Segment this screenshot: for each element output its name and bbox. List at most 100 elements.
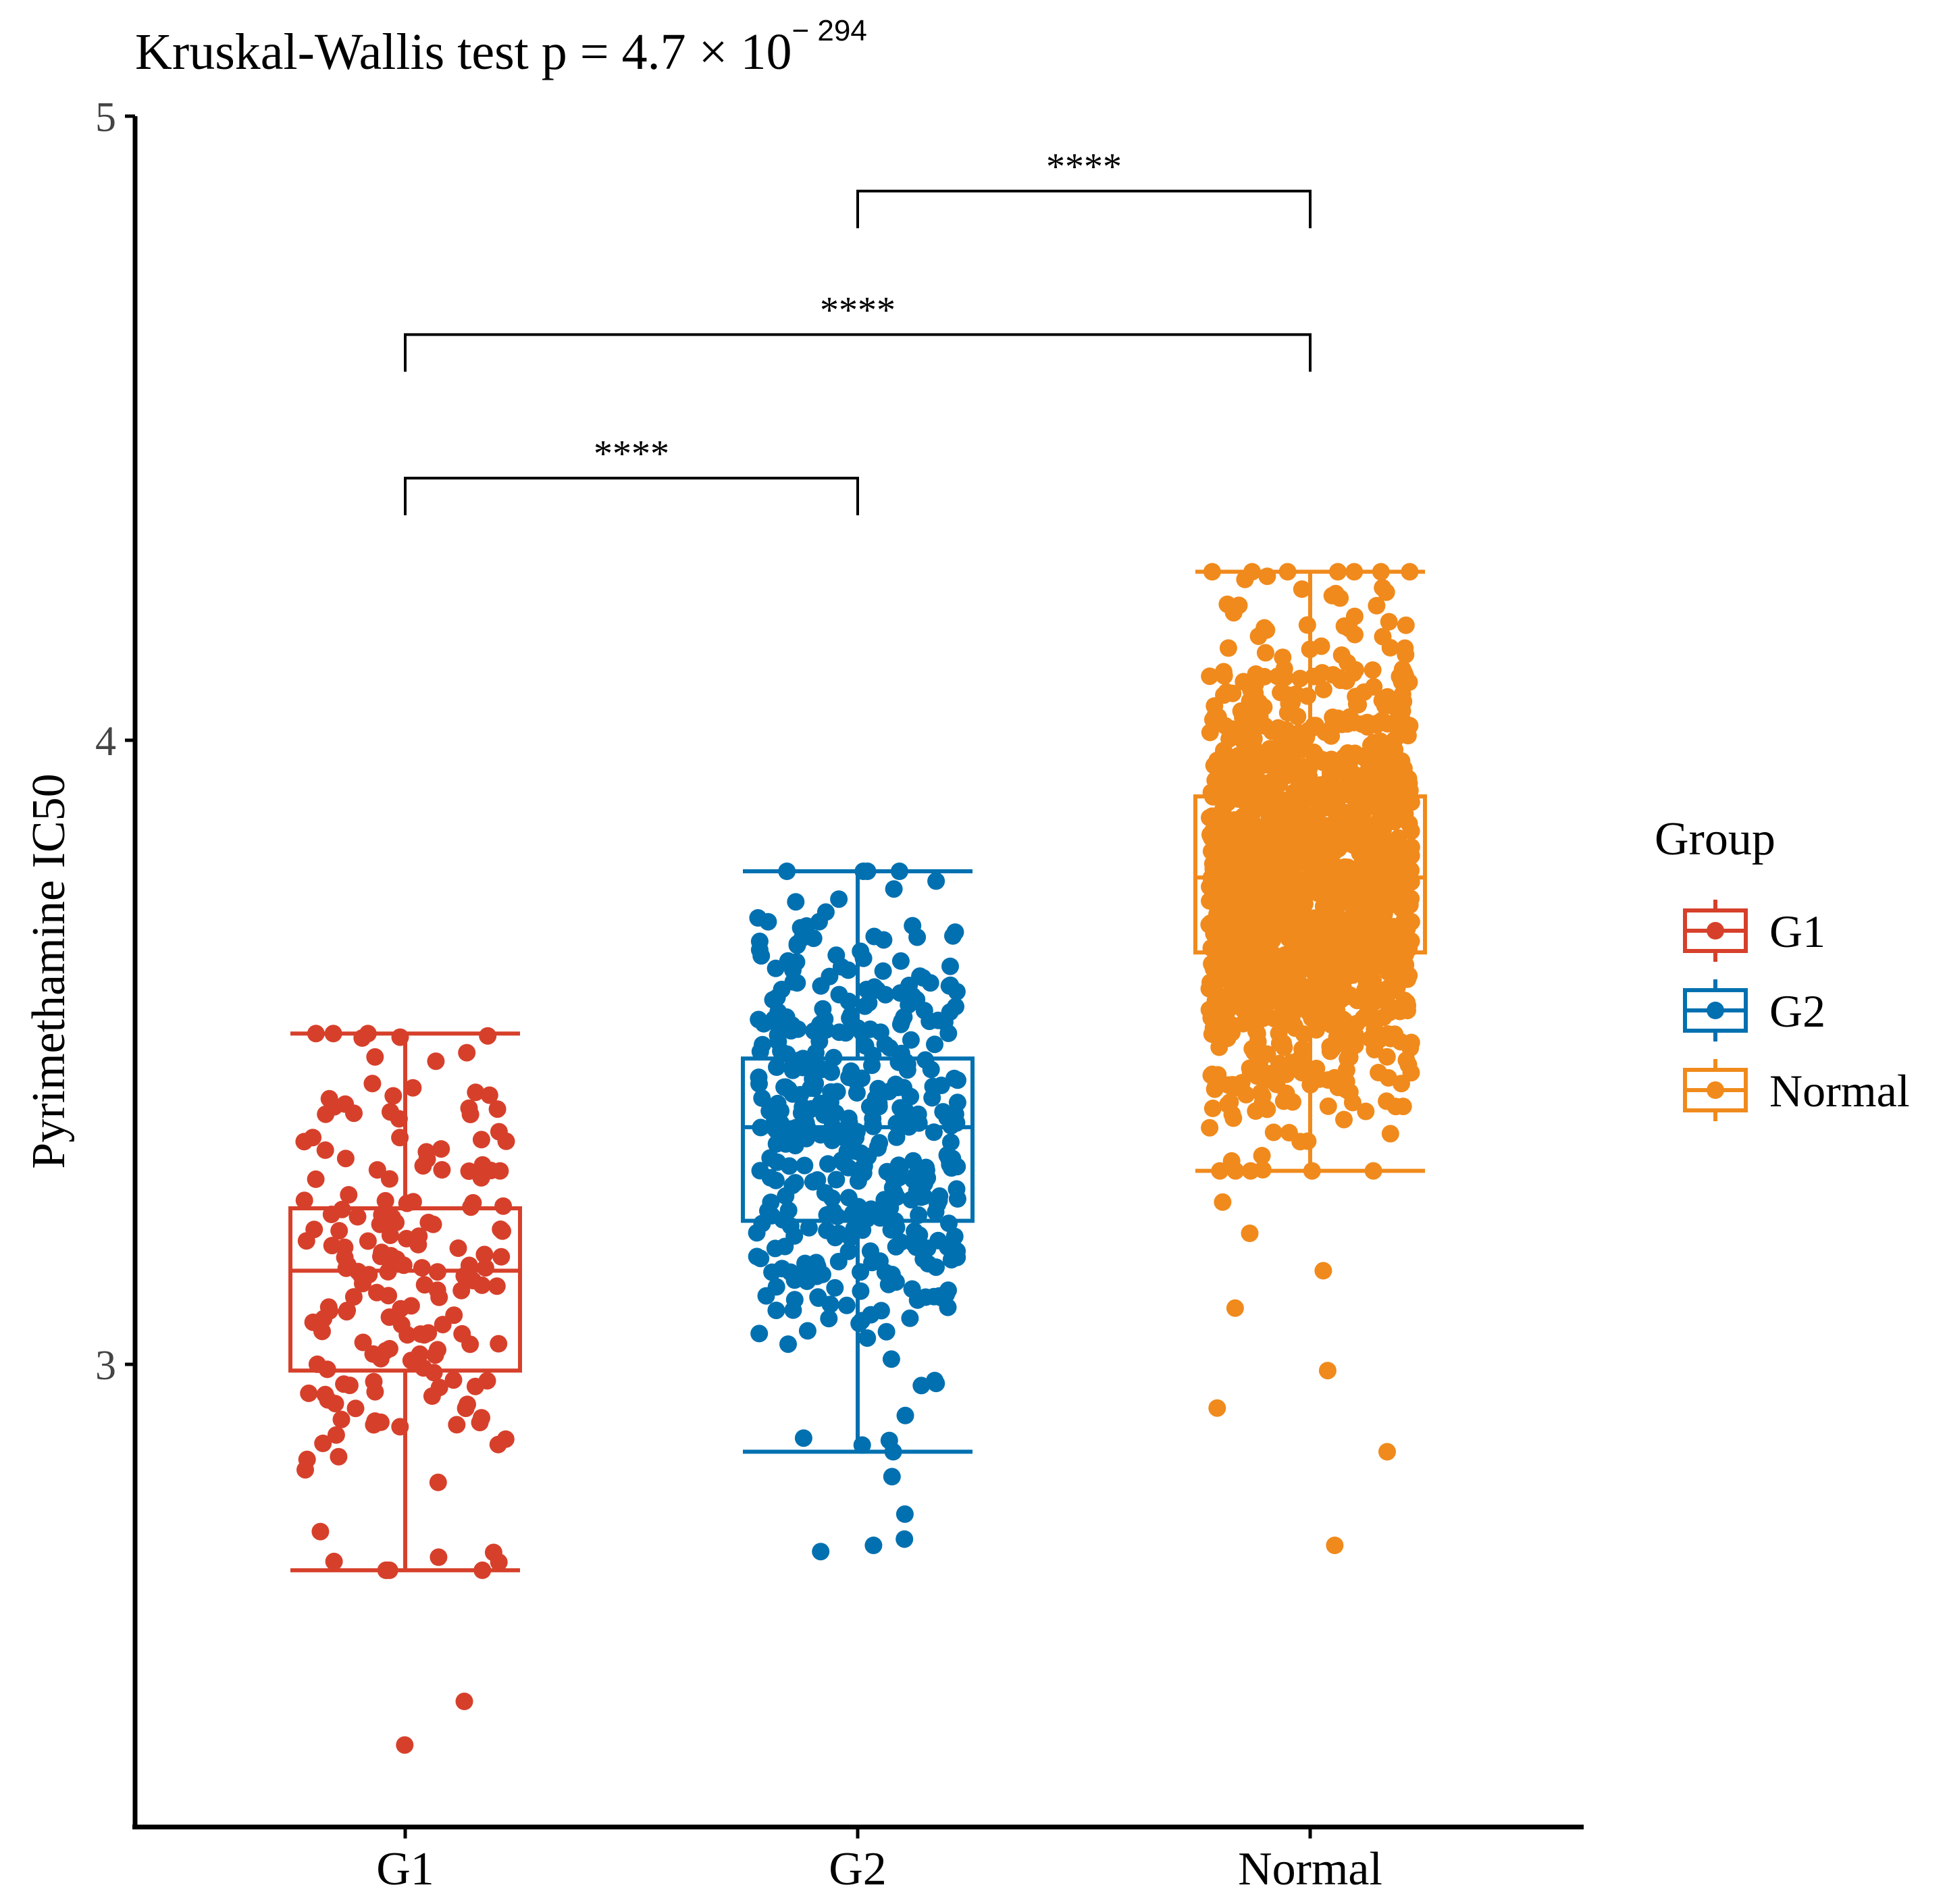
legend-entries: G1 G2 Normal — [1683, 900, 1910, 1121]
data-point — [1395, 910, 1414, 929]
chart-title-exponent: − 294 — [792, 14, 867, 47]
data-point — [816, 1184, 834, 1202]
data-point — [941, 957, 959, 975]
data-point — [1386, 695, 1404, 713]
data-point — [319, 1298, 338, 1316]
data-point — [948, 1093, 966, 1112]
data-point — [1400, 775, 1418, 792]
data-point — [889, 1053, 908, 1071]
data-point — [305, 1220, 323, 1239]
box-normal — [1193, 569, 1427, 1173]
significance-label: **** — [1046, 146, 1122, 188]
data-point — [779, 1335, 797, 1354]
data-point — [846, 1142, 864, 1160]
data-point — [1388, 795, 1405, 813]
data-point — [1293, 580, 1311, 598]
data-point — [1266, 988, 1284, 1006]
data-point — [1261, 740, 1279, 758]
data-point — [1322, 727, 1341, 745]
data-point — [1226, 985, 1245, 1003]
data-point — [883, 1179, 902, 1197]
outlier-point — [1318, 1362, 1337, 1380]
data-point — [858, 981, 876, 998]
data-point — [1255, 619, 1274, 637]
data-point — [1359, 992, 1377, 1010]
data-point — [392, 1316, 411, 1334]
data-point — [865, 927, 883, 946]
data-point — [1366, 1041, 1384, 1058]
data-point — [377, 1341, 395, 1360]
data-point — [1204, 711, 1222, 729]
data-point — [326, 1395, 344, 1413]
data-point — [788, 974, 806, 992]
data-point — [1209, 908, 1227, 927]
data-point — [1335, 1110, 1353, 1129]
data-point — [366, 1412, 384, 1430]
bracket-line — [404, 333, 1312, 372]
data-point — [939, 1298, 957, 1316]
data-point — [794, 1058, 812, 1077]
data-point — [458, 1044, 476, 1062]
data-point — [1381, 1125, 1399, 1143]
data-point — [490, 1335, 508, 1353]
data-point — [816, 903, 835, 921]
data-point — [903, 1280, 921, 1298]
bracket-line — [404, 476, 859, 515]
data-point — [1314, 680, 1332, 698]
x-tick-label-g1: G1 — [376, 1843, 434, 1895]
data-point — [409, 1235, 427, 1254]
data-point — [295, 1133, 313, 1151]
data-point — [414, 1157, 432, 1175]
data-point — [424, 1215, 442, 1233]
data-point — [1269, 916, 1287, 933]
data-point — [901, 1309, 919, 1327]
data-point — [445, 1306, 463, 1324]
data-point — [1364, 829, 1382, 848]
significance-label: **** — [820, 289, 896, 331]
data-point — [1389, 727, 1407, 746]
data-point — [330, 1447, 348, 1466]
data-point — [433, 1161, 451, 1179]
data-point — [1337, 1061, 1355, 1079]
data-point — [929, 1231, 948, 1250]
data-point — [1201, 667, 1219, 686]
data-point — [1309, 846, 1327, 864]
data-point — [766, 1239, 784, 1258]
outlier-point — [455, 1693, 473, 1710]
legend-title: Group — [1655, 813, 1775, 865]
data-point — [1301, 811, 1320, 829]
data-point — [849, 1172, 867, 1190]
data-point — [948, 1190, 966, 1208]
data-point — [1224, 1079, 1243, 1098]
data-point — [871, 1209, 889, 1227]
data-point — [1367, 716, 1385, 734]
data-point — [949, 1071, 966, 1089]
data-point — [828, 1083, 846, 1101]
data-point — [916, 1288, 935, 1306]
data-point — [346, 1399, 365, 1418]
data-point — [1291, 669, 1309, 688]
data-point — [872, 1302, 890, 1320]
data-point — [820, 1310, 838, 1328]
legend-item-g1: G1 — [1683, 900, 1825, 962]
data-point — [448, 1416, 466, 1434]
data-point — [860, 994, 878, 1012]
data-point — [768, 1058, 785, 1076]
data-point — [348, 1208, 367, 1226]
data-point — [1368, 596, 1386, 615]
data-point — [777, 1187, 795, 1205]
data-point — [1365, 734, 1383, 752]
data-point — [757, 1287, 775, 1305]
data-point — [460, 1099, 478, 1117]
data-point — [767, 1302, 785, 1320]
data-point — [1332, 646, 1351, 664]
data-point — [415, 1326, 434, 1344]
data-point — [311, 1522, 330, 1541]
data-point — [754, 1035, 771, 1054]
data-point — [430, 1548, 448, 1566]
data-point — [1357, 1102, 1375, 1121]
data-point — [392, 1300, 410, 1318]
outlier-point — [883, 1468, 901, 1486]
data-point — [453, 1324, 471, 1343]
data-point — [492, 1247, 511, 1266]
